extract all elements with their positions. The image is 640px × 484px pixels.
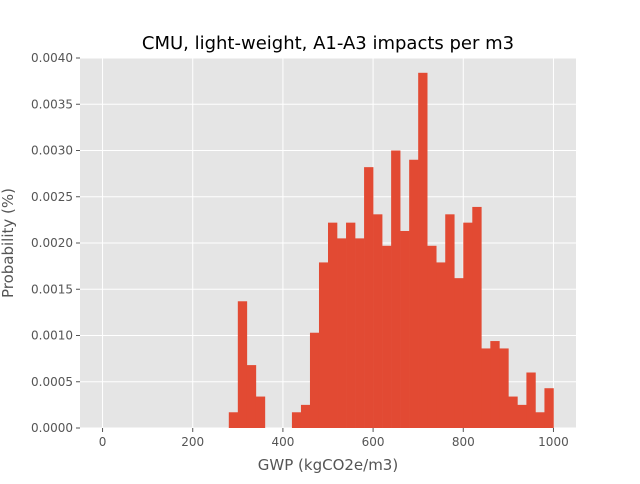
x-tick-label: 400	[271, 435, 294, 449]
histogram-bar	[237, 301, 248, 428]
y-tick-label: 0.0015	[31, 282, 73, 296]
histogram-bar	[463, 222, 473, 428]
histogram-bar	[346, 222, 356, 428]
histogram-bar	[246, 365, 257, 428]
histogram-bar	[400, 230, 410, 428]
x-tick-label: 1000	[538, 435, 569, 449]
y-tick-label: 0.0040	[31, 51, 73, 65]
histogram-bar	[228, 412, 239, 428]
histogram-bar	[328, 222, 338, 428]
histogram-bar	[418, 72, 428, 429]
histogram-bar	[454, 278, 464, 428]
histogram-bar	[382, 245, 392, 428]
x-tick-label: 800	[452, 435, 475, 449]
histogram-bar	[291, 412, 302, 428]
y-tick-label: 0.0010	[31, 329, 73, 343]
histogram-bar	[436, 262, 446, 428]
histogram-bar	[337, 238, 347, 428]
histogram-bar	[517, 404, 527, 428]
histogram-bar	[318, 262, 329, 428]
histogram-bar	[445, 214, 455, 428]
histogram-bar	[508, 396, 518, 428]
histogram-bar	[373, 214, 383, 428]
histogram-bar	[526, 372, 536, 428]
axis-ticks: 0 200 400 600 800 1000 0.0000 0.0005 0.0010 0.001…	[31, 51, 569, 449]
histogram-bar	[364, 167, 374, 428]
y-tick-label: 0.0005	[31, 375, 73, 389]
x-axis-label: GWP (kgCO2e/m3)	[258, 456, 398, 474]
y-axis-label: Probability (%)	[0, 188, 17, 298]
histogram-bar	[499, 348, 509, 428]
y-tick-label: 0.0000	[31, 421, 73, 435]
histogram-bar	[391, 150, 401, 428]
histogram-bar	[309, 332, 320, 428]
chart-title: CMU, light-weight, A1-A3 impacts per m3	[142, 33, 514, 54]
histogram-bar	[544, 388, 554, 428]
histogram-bar	[255, 396, 266, 428]
histogram-bar	[490, 341, 500, 428]
x-tick-label: 600	[362, 435, 385, 449]
x-tick-label: 200	[181, 435, 204, 449]
x-tick-label: 0	[99, 435, 107, 449]
histogram-bars	[228, 72, 554, 429]
histogram-bar	[409, 159, 419, 428]
histogram-bar	[300, 404, 311, 428]
y-tick-label: 0.0025	[31, 190, 73, 204]
histogram-bar	[481, 348, 491, 428]
y-tick-label: 0.0020	[31, 236, 73, 250]
y-tick-label: 0.0030	[31, 144, 73, 158]
histogram-bar	[355, 238, 365, 428]
histogram-bar	[427, 245, 437, 428]
histogram-bar	[472, 206, 482, 428]
y-tick-label: 0.0035	[31, 97, 73, 111]
histogram-bar	[535, 412, 545, 428]
